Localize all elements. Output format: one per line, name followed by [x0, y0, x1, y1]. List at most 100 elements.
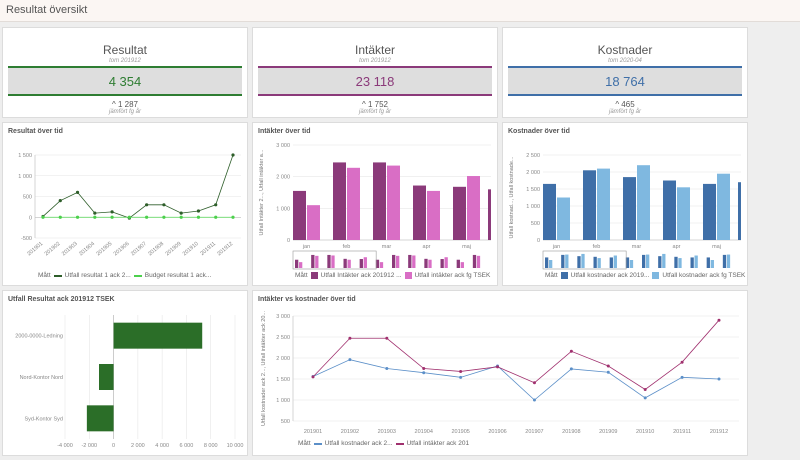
x-tick-label: 4 000	[155, 443, 169, 449]
navigator-bar	[396, 255, 400, 268]
y-tick-label: 2 000	[276, 175, 290, 181]
data-point	[93, 215, 97, 219]
data-point	[214, 203, 218, 207]
chart-panel-utfall-resultat[interactable]: Utfall Resultat ack 201912 TSEK -4 000 -2…	[2, 290, 248, 456]
legend-a: Utfall Intäkter ack 201912 ...	[320, 272, 402, 279]
kpi-intakter-title: Intäkter	[354, 43, 396, 57]
x-tick-label: 201907	[525, 429, 543, 435]
chart-panel-kostnader-tid[interactable]: Kostnader över tid 2 500 2 000 1 500 1 000 5…	[502, 122, 748, 286]
bar	[717, 173, 730, 240]
data-point	[93, 211, 97, 215]
navigator-bar	[646, 254, 650, 268]
data-point	[75, 215, 80, 219]
kpi-intakter[interactable]: Intäkter tom 201912 23 118 ^ 1 752 jämfö…	[252, 27, 498, 118]
kpi-intakter-sub: tom 201912	[359, 58, 391, 64]
y-tick-label: 1 000	[276, 206, 290, 212]
navigator-bar	[629, 260, 634, 268]
data-point	[532, 398, 536, 402]
navigator-bar	[379, 262, 384, 268]
y-tick-label: 2 000	[526, 170, 540, 176]
x-tick-label: 201911	[199, 241, 217, 257]
y-axis-label: Utfall kostnader ack 2..., Utfall intäkt…	[261, 311, 267, 426]
data-point	[214, 215, 218, 219]
legend-a: Utfall kostnader ack 2019...	[570, 272, 650, 279]
kpi-resultat[interactable]: Resultat tom 201912 4 354 ^ 1 287 jämför…	[2, 27, 248, 118]
data-point	[196, 209, 201, 213]
bar	[99, 364, 114, 390]
kpi-intakter-period: jämfört fg år	[358, 109, 391, 115]
y-tick-label: 500	[531, 221, 540, 227]
navigator-bar	[593, 256, 597, 268]
x-tick-label: 0	[112, 443, 115, 449]
bar	[583, 170, 596, 240]
kpi-resultat-box: 4 354	[8, 66, 242, 96]
y-tick-label: 0	[537, 238, 540, 244]
x-tick-label: 201906	[488, 429, 506, 435]
data-point	[58, 199, 62, 203]
chart-panel-intakter-tid[interactable]: Intäkter över tid 3 000 2 000 1 000 0 jan feb…	[252, 122, 498, 286]
data-point	[422, 371, 426, 375]
data-point	[680, 375, 684, 379]
navigator-bar	[609, 257, 613, 268]
chart-panel-resultat-tid[interactable]: Resultat över tid 1 500 1 000 500 0 -500 2019…	[2, 122, 248, 286]
data-point	[231, 215, 235, 219]
chart-utfall-resultat[interactable]: -4 000 -2 000 0 2 000 4 000 6 000 8 000 10 000 2…	[3, 291, 248, 456]
bar	[307, 205, 320, 240]
y-tick-label: -500	[21, 236, 32, 242]
kpi-kostnader-delta: ^ 465	[615, 100, 635, 109]
x-tick-label: 201903	[61, 241, 79, 257]
chart-ink-vs-kost[interactable]: 3 000 2 500 2 000 1 500 1 000 500 201901 201902…	[253, 291, 748, 456]
bar	[373, 162, 386, 240]
navigator-bar	[315, 255, 319, 268]
x-tick-label: 201901	[26, 241, 44, 257]
data-point	[311, 375, 315, 379]
bar	[663, 180, 676, 240]
legend-label: Mått	[38, 272, 51, 279]
legend: Mått Utfall Intäkter ack 201912 ... Utfa…	[295, 272, 490, 279]
y-tick-label: Nord-Kontor Nord	[20, 375, 63, 381]
navigator-bar	[690, 257, 694, 268]
data-point	[145, 203, 149, 207]
chart-kostnader-tid[interactable]: 2 500 2 000 1 500 1 000 500 0 jan feb mar apr maj U…	[503, 123, 748, 286]
data-point	[385, 336, 389, 340]
navigator-bar	[625, 257, 630, 268]
legend-label: Mått	[545, 272, 558, 279]
kpi-intakter-value: 23 118	[355, 74, 395, 89]
kpi-kostnader[interactable]: Kostnader tom 2020-04 18 764 ^ 465 jämfö…	[502, 27, 748, 118]
navigator-bar	[565, 254, 569, 268]
data-point	[162, 203, 166, 207]
bar	[703, 183, 716, 240]
x-tick-label: mar	[632, 244, 642, 250]
y-tick-label: 2 500	[276, 335, 290, 341]
x-tick-label: feb	[343, 244, 351, 250]
navigator-bar	[392, 254, 396, 268]
chart-panel-ink-vs-kost[interactable]: Intäkter vs kostnader över tid 3 000 2 50…	[252, 290, 748, 456]
data-point	[162, 215, 166, 219]
data-point	[643, 396, 647, 400]
bar	[387, 165, 400, 240]
chart-intakter-tid[interactable]: 3 000 2 000 1 000 0 jan feb mar apr maj Utfall In…	[253, 123, 498, 286]
navigator-bar	[375, 259, 380, 268]
navigator-bar	[710, 260, 714, 268]
y-tick-label: 1 000	[526, 204, 540, 210]
navigator-bar	[613, 255, 617, 268]
x-tick-label: 201909	[165, 241, 183, 257]
navigator-bar	[440, 259, 444, 268]
navigator-bar	[694, 255, 698, 268]
data-point	[569, 367, 573, 371]
y-tick-label: 1 000	[276, 398, 290, 404]
chart-title: Intäkter över tid	[258, 128, 311, 135]
legend: Mått Utfall kostnader ack 2019... Utfall…	[545, 272, 745, 279]
bar	[427, 190, 440, 240]
navigator-bar	[343, 258, 347, 268]
bar	[413, 185, 426, 240]
data-point	[196, 215, 201, 219]
x-tick-label: 6 000	[180, 443, 194, 449]
navigator-bar	[577, 256, 581, 268]
data-point	[496, 365, 500, 369]
data-point	[127, 215, 131, 219]
x-tick-label: 10 000	[227, 443, 244, 449]
data-point	[110, 215, 114, 219]
data-point	[459, 369, 463, 373]
